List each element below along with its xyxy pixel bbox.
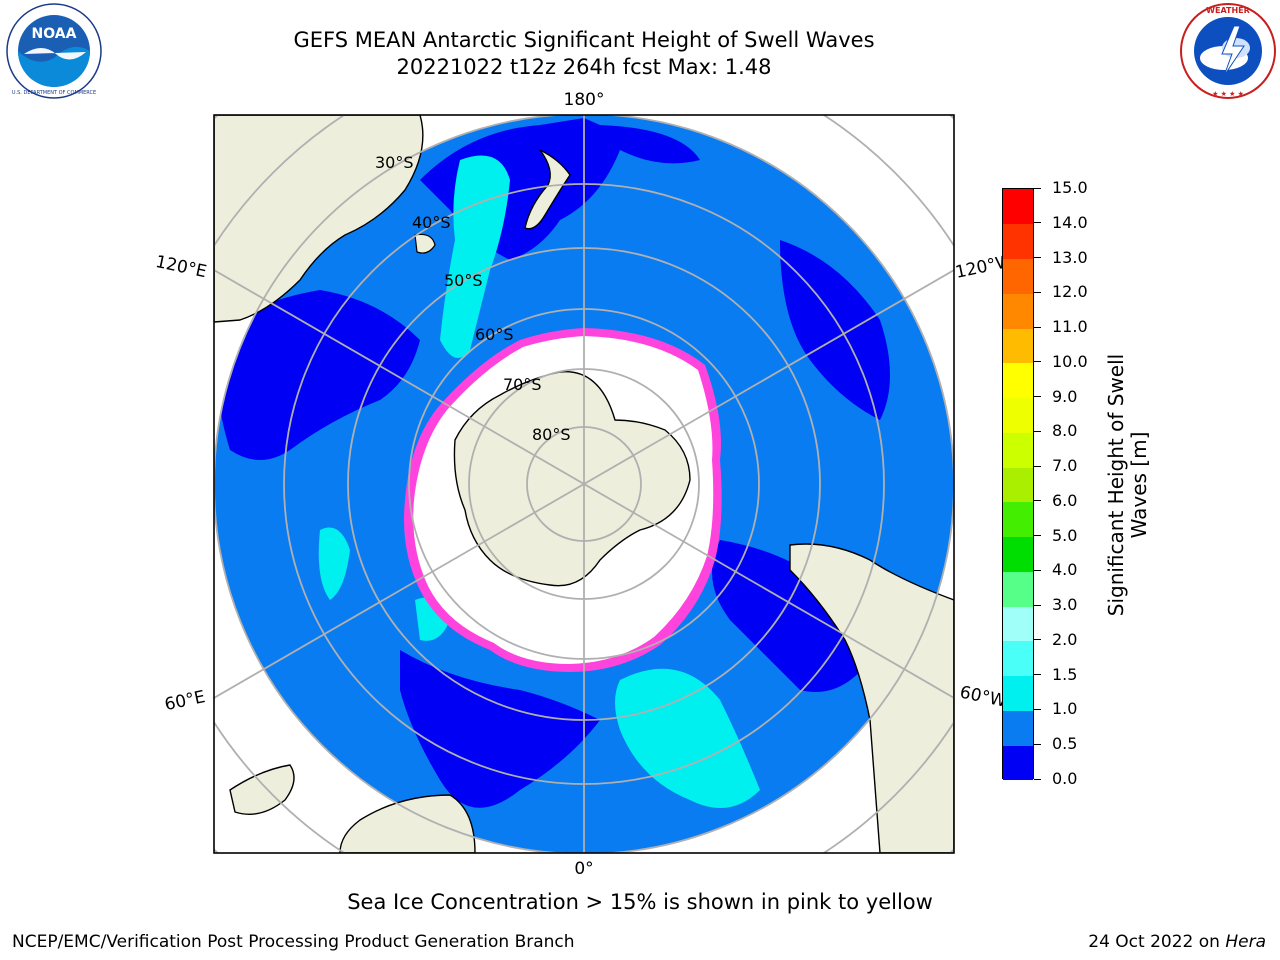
colorbar-segment bbox=[1003, 745, 1033, 781]
lon-label-60w: 60°W bbox=[958, 682, 1008, 711]
colorbar-tick-label: 6.0 bbox=[1052, 490, 1078, 510]
swell-patch-1 bbox=[440, 155, 510, 358]
colorbar-tick-label: 12.0 bbox=[1052, 282, 1088, 302]
colorbar-segment bbox=[1003, 189, 1033, 225]
colorbar-title: Significant Height of Swell Waves [m] bbox=[1104, 353, 1151, 617]
colorbar-segment bbox=[1003, 675, 1033, 711]
low-swell-region-bottom bbox=[400, 650, 600, 808]
colorbar-segment bbox=[1003, 223, 1033, 259]
colorbar-tick bbox=[1034, 430, 1041, 432]
lat-label-70s: 70°S bbox=[503, 375, 542, 394]
colorbar-segment bbox=[1003, 571, 1033, 607]
svg-text:★ ★ ★ ★: ★ ★ ★ ★ bbox=[1212, 90, 1244, 98]
colorbar-tick-label: 1.5 bbox=[1052, 664, 1078, 684]
colorbar-segment bbox=[1003, 293, 1033, 329]
colorbar-segment bbox=[1003, 467, 1033, 503]
graticule bbox=[214, 115, 954, 853]
colorbar-segment bbox=[1003, 710, 1033, 746]
colorbar-tick bbox=[1034, 708, 1041, 710]
lat-label-60s: 60°S bbox=[475, 325, 514, 344]
antarctica-land bbox=[453, 371, 691, 587]
lat-label-40s: 40°S bbox=[412, 213, 451, 232]
svg-text:NOAA: NOAA bbox=[32, 26, 77, 42]
colorbar-tick bbox=[1034, 778, 1041, 780]
new-zealand-land bbox=[524, 149, 571, 230]
colorbar-tick-label: 9.0 bbox=[1052, 386, 1078, 406]
chart-subtitle: 20221022 t12z 264h fcst Max: 1.48 bbox=[396, 55, 772, 79]
colorbar-tick bbox=[1034, 361, 1041, 363]
lat-label-80s: 80°S bbox=[532, 425, 571, 444]
colorbar-segment bbox=[1003, 640, 1033, 677]
australia-land bbox=[214, 115, 424, 323]
colorbar-tick-label: 15.0 bbox=[1052, 178, 1088, 197]
low-swell-region-left bbox=[214, 290, 420, 460]
colorbar-segment bbox=[1003, 397, 1033, 433]
colorbar-segment bbox=[1003, 258, 1033, 294]
colorbar-tick-label: 4.0 bbox=[1052, 560, 1078, 580]
lon-label-60e: 60°E bbox=[163, 687, 207, 715]
tasmania-land bbox=[414, 233, 436, 254]
colorbar-tick bbox=[1034, 222, 1041, 224]
madagascar-land bbox=[229, 764, 295, 815]
colorbar-segment bbox=[1003, 362, 1033, 399]
colorbar-tick-label: 7.0 bbox=[1052, 456, 1078, 476]
date-stamp: 24 Oct 2022 on Hera bbox=[1088, 932, 1266, 952]
colorbar-tick-label: 5.0 bbox=[1052, 525, 1078, 545]
colorbar-tick bbox=[1034, 535, 1041, 537]
colorbar-tick bbox=[1034, 291, 1041, 293]
machine-name: Hera bbox=[1225, 932, 1266, 952]
colorbar-tick-label: 0.0 bbox=[1052, 769, 1078, 788]
colorbar-tick bbox=[1034, 257, 1041, 259]
swell-patch-3 bbox=[318, 527, 350, 600]
colorbar bbox=[1002, 188, 1034, 781]
noaa-logo: NOAA U.S. DEPARTMENT OF COMMERCE bbox=[6, 3, 102, 99]
colorbar-tick bbox=[1034, 569, 1041, 571]
colorbar-tick bbox=[1034, 187, 1041, 189]
lon-label-180: 180° bbox=[564, 90, 605, 110]
swell-patch-2 bbox=[615, 668, 760, 808]
colorbar-segment bbox=[1003, 606, 1033, 642]
colorbar-tick bbox=[1034, 465, 1041, 467]
colorbar-tick-label: 0.5 bbox=[1052, 734, 1078, 754]
colorbar-tick bbox=[1034, 674, 1041, 676]
colorbar-tick-label: 11.0 bbox=[1052, 317, 1088, 337]
date-text: 24 Oct 2022 on bbox=[1088, 932, 1226, 952]
colorbar-segment bbox=[1003, 432, 1033, 468]
colorbar-tick bbox=[1034, 500, 1041, 502]
chart-title: GEFS MEAN Antarctic Significant Height o… bbox=[293, 28, 875, 52]
colorbar-tick-label: 1.0 bbox=[1052, 699, 1078, 719]
colorbar-tick-label: 14.0 bbox=[1052, 212, 1088, 232]
colorbar-tick-label: 2.0 bbox=[1052, 629, 1078, 649]
colorbar-tick bbox=[1034, 639, 1041, 641]
credit-text: NCEP/EMC/Verification Post Processing Pr… bbox=[12, 932, 575, 952]
colorbar-tick bbox=[1034, 604, 1041, 606]
colorbar-tick bbox=[1034, 326, 1041, 328]
colorbar-segment bbox=[1003, 536, 1033, 572]
colorbar-tick-label: 8.0 bbox=[1052, 421, 1078, 441]
africa-land bbox=[339, 794, 476, 853]
svg-text:WEATHER: WEATHER bbox=[1206, 6, 1250, 15]
colorbar-tick-label: 13.0 bbox=[1052, 247, 1088, 267]
colorbar-tick-label: 3.0 bbox=[1052, 595, 1078, 615]
sea-ice-note: Sea Ice Concentration > 15% is shown in … bbox=[347, 890, 933, 914]
lat-label-30s: 30°S bbox=[375, 153, 414, 172]
nws-logo: WEATHER ★ ★ ★ ★ bbox=[1180, 3, 1276, 99]
colorbar-tick bbox=[1034, 743, 1041, 745]
lon-label-0: 0° bbox=[574, 859, 593, 879]
svg-text:U.S. DEPARTMENT OF COMMERCE: U.S. DEPARTMENT OF COMMERCE bbox=[12, 90, 96, 96]
lat-label-50s: 50°S bbox=[444, 271, 483, 290]
lon-label-120e: 120°E bbox=[154, 252, 209, 282]
colorbar-segment bbox=[1003, 328, 1033, 364]
colorbar-tick-label: 10.0 bbox=[1052, 351, 1088, 371]
colorbar-tick bbox=[1034, 396, 1041, 398]
colorbar-segment bbox=[1003, 501, 1033, 538]
